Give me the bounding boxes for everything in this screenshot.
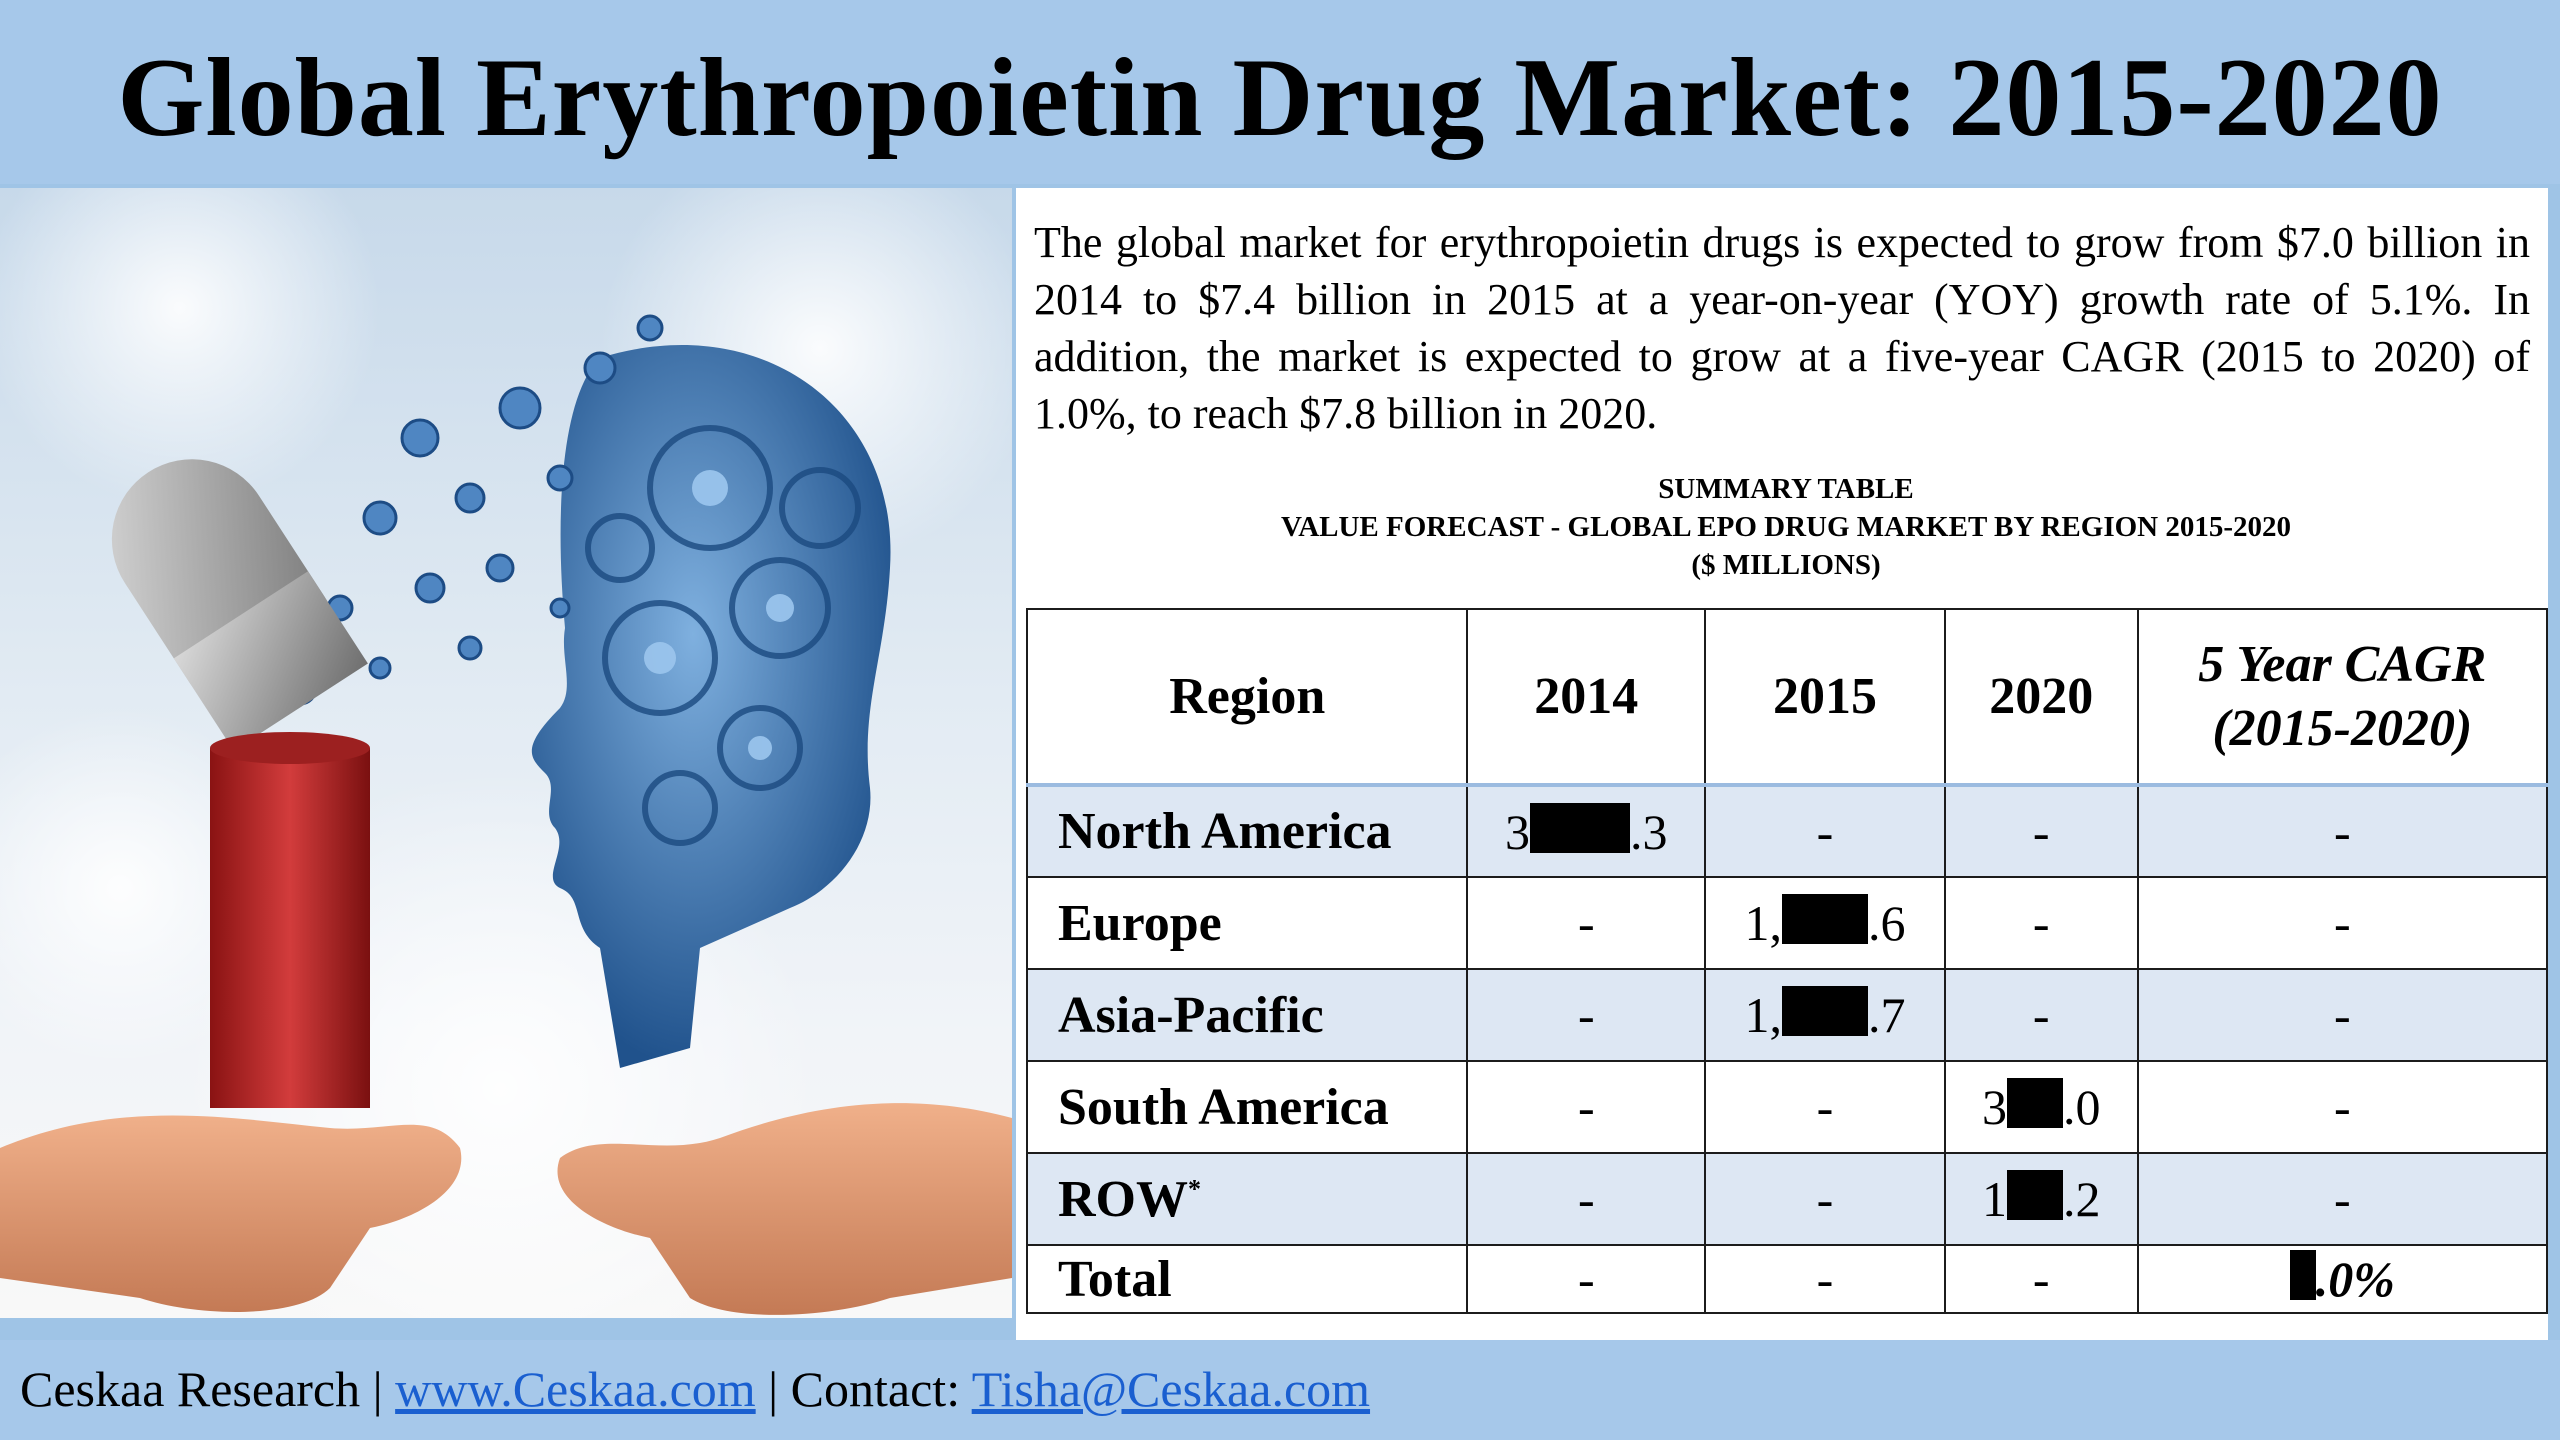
summary-subtitle: VALUE FORECAST - GLOBAL EPO DRUG MARKET … [1280,511,2292,543]
summary-heading: SUMMARY TABLE VALUE FORECAST - GLOBAL EP… [986,470,2560,584]
value-cell: - [1943,784,2139,878]
value-prefix: 1, [1744,987,1782,1043]
summary-units: ($ MILLIONS) [1691,549,1881,581]
pill-gears-head-icon [0,188,1012,1318]
redaction-block [1781,894,1868,944]
value-cell: 3.3 [1466,784,1707,878]
col-header-region: Region [1025,608,1469,787]
region-cell: Total [1025,1244,1469,1314]
region-label: ROW [1058,1170,1188,1228]
redaction-block [2006,1170,2063,1220]
value-suffix: .7 [1867,987,1906,1043]
table-row: North America 3.3 - - - [1025,784,2549,878]
value-cell: 1, .6 [1704,876,1946,970]
value-cell: - [2136,1152,2549,1246]
content-panel: The global market for erythropoietin dru… [1016,188,2549,1340]
value-cell: - [2136,968,2549,1062]
value-suffix: .0% [2315,1251,2395,1307]
title-bar: Global Erythropoietin Drug Market: 2015-… [0,0,2560,184]
value-prefix: 1 [1981,1171,2007,1227]
page-title: Global Erythropoietin Drug Market: 2015-… [117,35,2443,160]
value-cell: - [1466,1060,1707,1154]
cagr-header-line1: 5 Year CAGR [2198,635,2487,693]
region-cell: Europe [1025,876,1469,970]
value-suffix: .0 [2062,1079,2101,1135]
footer-contact: Ceskaa Research | www.Ceskaa.com | Conta… [20,1360,1370,1418]
value-suffix: .3 [1630,803,1668,860]
value-cell: 3.0 [1943,1060,2139,1154]
value-cell: - [1704,1152,1946,1246]
value-cell: - [2136,1060,2549,1154]
value-cell: - [1943,1244,2139,1314]
redaction-block [1530,802,1631,853]
region-cell: South America [1025,1060,1469,1154]
redaction-block [2006,1078,2063,1128]
table-row: South America - - 3.0 - [1025,1060,2549,1154]
value-cell: - [1704,784,1946,878]
value-cell: - [1466,1244,1707,1314]
value-cell: - [1466,876,1707,970]
value-cell: 1.2 [1943,1152,2139,1246]
value-prefix: 3 [1981,1079,2007,1135]
footer-bar: Ceskaa Research | www.Ceskaa.com | Conta… [0,1340,2560,1440]
value-cell: - [2136,784,2549,878]
value-cell: - [1943,968,2139,1062]
col-header-2020: 2020 [1943,608,2139,787]
cagr-header-line2: (2015-2020) [2212,699,2473,757]
value-cell: 1, .7 [1704,968,1946,1062]
col-header-cagr: 5 Year CAGR (2015-2020) [2136,608,2549,787]
value-cell: - [1704,1244,1946,1314]
table-row: Europe - 1, .6 - - [1025,876,2549,970]
value-cell: .0% [2136,1244,2549,1314]
region-cell: North America [1025,784,1469,878]
hero-illustration [0,188,1012,1318]
value-cell: - [1466,968,1707,1062]
value-prefix: 1, [1744,895,1782,951]
table-row: ROW* - - 1.2 - [1025,1152,2549,1246]
value-cell: - [1943,876,2139,970]
email-link[interactable]: Tisha@Ceskaa.com [971,1361,1371,1417]
company-name: Ceskaa Research | [20,1361,396,1417]
intro-paragraph: The global market for erythropoietin dru… [1034,218,2530,438]
value-suffix: .2 [2062,1171,2101,1227]
value-cell: - [2136,876,2549,970]
region-cell: Asia-Pacific [1025,968,1469,1062]
summary-table: Region 2014 2015 2020 5 Year CAGR (2015-… [1025,608,2549,1314]
website-link[interactable]: www.Ceskaa.com [395,1361,756,1417]
col-header-2015: 2015 [1704,608,1946,787]
table-header-row: Region 2014 2015 2020 5 Year CAGR (2015-… [1025,608,2549,787]
footnote-marker: * [1188,1174,1201,1204]
contact-label: | Contact: [755,1361,972,1417]
redaction-block [1781,986,1868,1036]
value-cell: - [1704,1060,1946,1154]
value-suffix: .6 [1867,895,1906,951]
value-cell: - [1466,1152,1707,1246]
redaction-block [2289,1250,2316,1300]
summary-title: SUMMARY TABLE [1658,473,1914,505]
table-row: Asia-Pacific - 1, .7 - - [1025,968,2549,1062]
table-row-total: Total - - - .0% [1025,1244,2549,1314]
region-cell: ROW* [1025,1152,1469,1246]
col-header-2014: 2014 [1466,608,1707,787]
value-prefix: 3 [1505,803,1531,860]
